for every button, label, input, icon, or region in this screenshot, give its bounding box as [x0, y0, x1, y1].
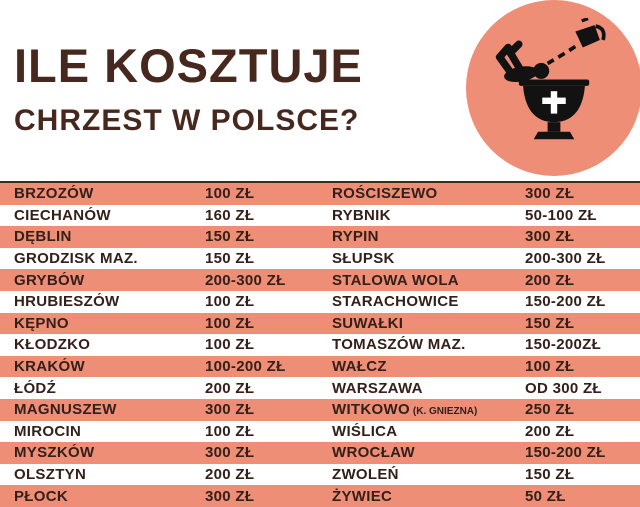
table-row: MIROCIN 100 ZŁ WIŚLICA 200 ZŁ: [0, 420, 640, 443]
city-right: STARACHOWICE: [332, 293, 459, 311]
table-row: MYSZKÓW 300 ZŁ WROCŁAW 150-200 ZŁ: [0, 442, 640, 464]
price-right: 250 ZŁ: [525, 401, 575, 419]
city-right: WAŁCZ: [332, 358, 387, 376]
price-left: 160 ZŁ: [205, 206, 255, 224]
price-right: 150-200 ZŁ: [525, 444, 606, 462]
price-left: 150 ZŁ: [205, 250, 255, 268]
city-right: RYBNIK: [332, 206, 391, 224]
price-right: 150-200ZŁ: [525, 336, 602, 354]
price-left: 300 ZŁ: [205, 444, 255, 462]
table-row: PŁOCK 300 ZŁ ŻYWIEC 50 ZŁ: [0, 485, 640, 507]
city-left: BRZOZÓW: [14, 185, 94, 203]
price-right: 150 ZŁ: [525, 466, 575, 484]
baptism-pouring-icon: [495, 18, 606, 140]
city-right: WIŚLICA: [332, 422, 398, 440]
price-left: 300 ZŁ: [205, 487, 255, 505]
price-left: 100 ZŁ: [205, 314, 255, 332]
price-left: 100 ZŁ: [205, 422, 255, 440]
city-right: TOMASZÓW MAZ.: [332, 336, 466, 354]
price-right: 300 ZŁ: [525, 228, 575, 246]
city-right: ROŚCISZEWO: [332, 185, 438, 203]
price-left: 200 ZŁ: [205, 466, 255, 484]
price-left: 100 ZŁ: [205, 293, 255, 311]
price-right: 200 ZŁ: [525, 422, 575, 440]
city-left: GRODZISK MAZ.: [14, 250, 138, 268]
header: ILE KOSZTUJE CHRZEST W POLSCE?: [0, 0, 640, 181]
baptism-icon-circle: [466, 0, 640, 176]
city-right: ŻYWIEC: [332, 487, 393, 505]
price-right: 150 ZŁ: [525, 314, 575, 332]
city-left: KRAKÓW: [14, 358, 85, 376]
city-right: WARSZAWA: [332, 379, 423, 397]
price-table: BRZOZÓW 100 ZŁ ROŚCISZEWO 300 ZŁ CIECHANÓW 16…: [0, 181, 640, 507]
price-right: 300 ZŁ: [525, 185, 575, 203]
table-row: GRODZISK MAZ. 150 ZŁ SŁUPSK 200-300 ZŁ: [0, 247, 640, 270]
city-right: WITKOWO (K. GNIEZNA): [332, 401, 478, 419]
price-right: 100 ZŁ: [525, 358, 575, 376]
table-row: KĘPNO 100 ZŁ SUWAŁKI 150 ZŁ: [0, 312, 640, 335]
table-row: CIECHANÓW 160 ZŁ RYBNIK 50-100 ZŁ: [0, 204, 640, 227]
price-left: 100 ZŁ: [205, 185, 255, 203]
price-right: OD 300 ZŁ: [525, 379, 602, 397]
table-row: HRUBIESZÓW 100 ZŁ STARACHOWICE 150-200 ZŁ: [0, 290, 640, 313]
table-row: KRAKÓW 100-200 ZŁ WAŁCZ 100 ZŁ: [0, 355, 640, 378]
price-left: 200-300 ZŁ: [205, 271, 286, 289]
city-left: GRYBÓW: [14, 271, 85, 289]
table-row: DĘBLIN 150 ZŁ RYPIN 300 ZŁ: [0, 226, 640, 248]
city-right: SŁUPSK: [332, 250, 395, 268]
city-left: KŁODZKO: [14, 336, 91, 354]
city-right: ZWOLEŃ: [332, 466, 399, 484]
page-title: ILE KOSZTUJE: [14, 39, 363, 92]
city-left: HRUBIESZÓW: [14, 293, 120, 311]
city-left: MAGNUSZEW: [14, 401, 117, 419]
price-right: 150-200 ZŁ: [525, 293, 606, 311]
price-right: 50-100 ZŁ: [525, 206, 597, 224]
price-left: 300 ZŁ: [205, 401, 255, 419]
city-note: (K. GNIEZNA): [412, 406, 478, 418]
price-right: 200-300 ZŁ: [525, 250, 606, 268]
table-row: BRZOZÓW 100 ZŁ ROŚCISZEWO 300 ZŁ: [0, 183, 640, 205]
city-right: WROCŁAW: [332, 444, 415, 462]
city-right: STALOWA WOLA: [332, 271, 459, 289]
city-right: SUWAŁKI: [332, 314, 404, 332]
city-left: CIECHANÓW: [14, 206, 111, 224]
price-left: 200 ZŁ: [205, 379, 255, 397]
price-left: 100-200 ZŁ: [205, 358, 286, 376]
city-left: MYSZKÓW: [14, 444, 95, 462]
table-row: KŁODZKO 100 ZŁ TOMASZÓW MAZ. 150-200ZŁ: [0, 334, 640, 356]
price-right: 50 ZŁ: [525, 487, 566, 505]
city-left: PŁOCK: [14, 487, 68, 505]
table-row: MAGNUSZEW 300 ZŁ WITKOWO (K. GNIEZNA) 250 ZŁ: [0, 398, 640, 421]
city-right: RYPIN: [332, 228, 379, 246]
price-left: 150 ZŁ: [205, 228, 255, 246]
table-row: GRYBÓW 200-300 ZŁ STALOWA WOLA 200 ZŁ: [0, 269, 640, 291]
city-left: ŁÓDŹ: [14, 379, 57, 397]
city-left: MIROCIN: [14, 422, 82, 440]
price-right: 200 ZŁ: [525, 271, 575, 289]
city-left: KĘPNO: [14, 314, 69, 332]
page-subtitle: CHRZEST W POLSCE?: [14, 104, 360, 137]
table-row: ŁÓDŹ 200 ZŁ WARSZAWA OD 300 ZŁ: [0, 377, 640, 399]
city-left: OLSZTYN: [14, 466, 87, 484]
table-row: OLSZTYN 200 ZŁ ZWOLEŃ 150 ZŁ: [0, 463, 640, 486]
city-left: DĘBLIN: [14, 228, 72, 246]
price-left: 100 ZŁ: [205, 336, 255, 354]
